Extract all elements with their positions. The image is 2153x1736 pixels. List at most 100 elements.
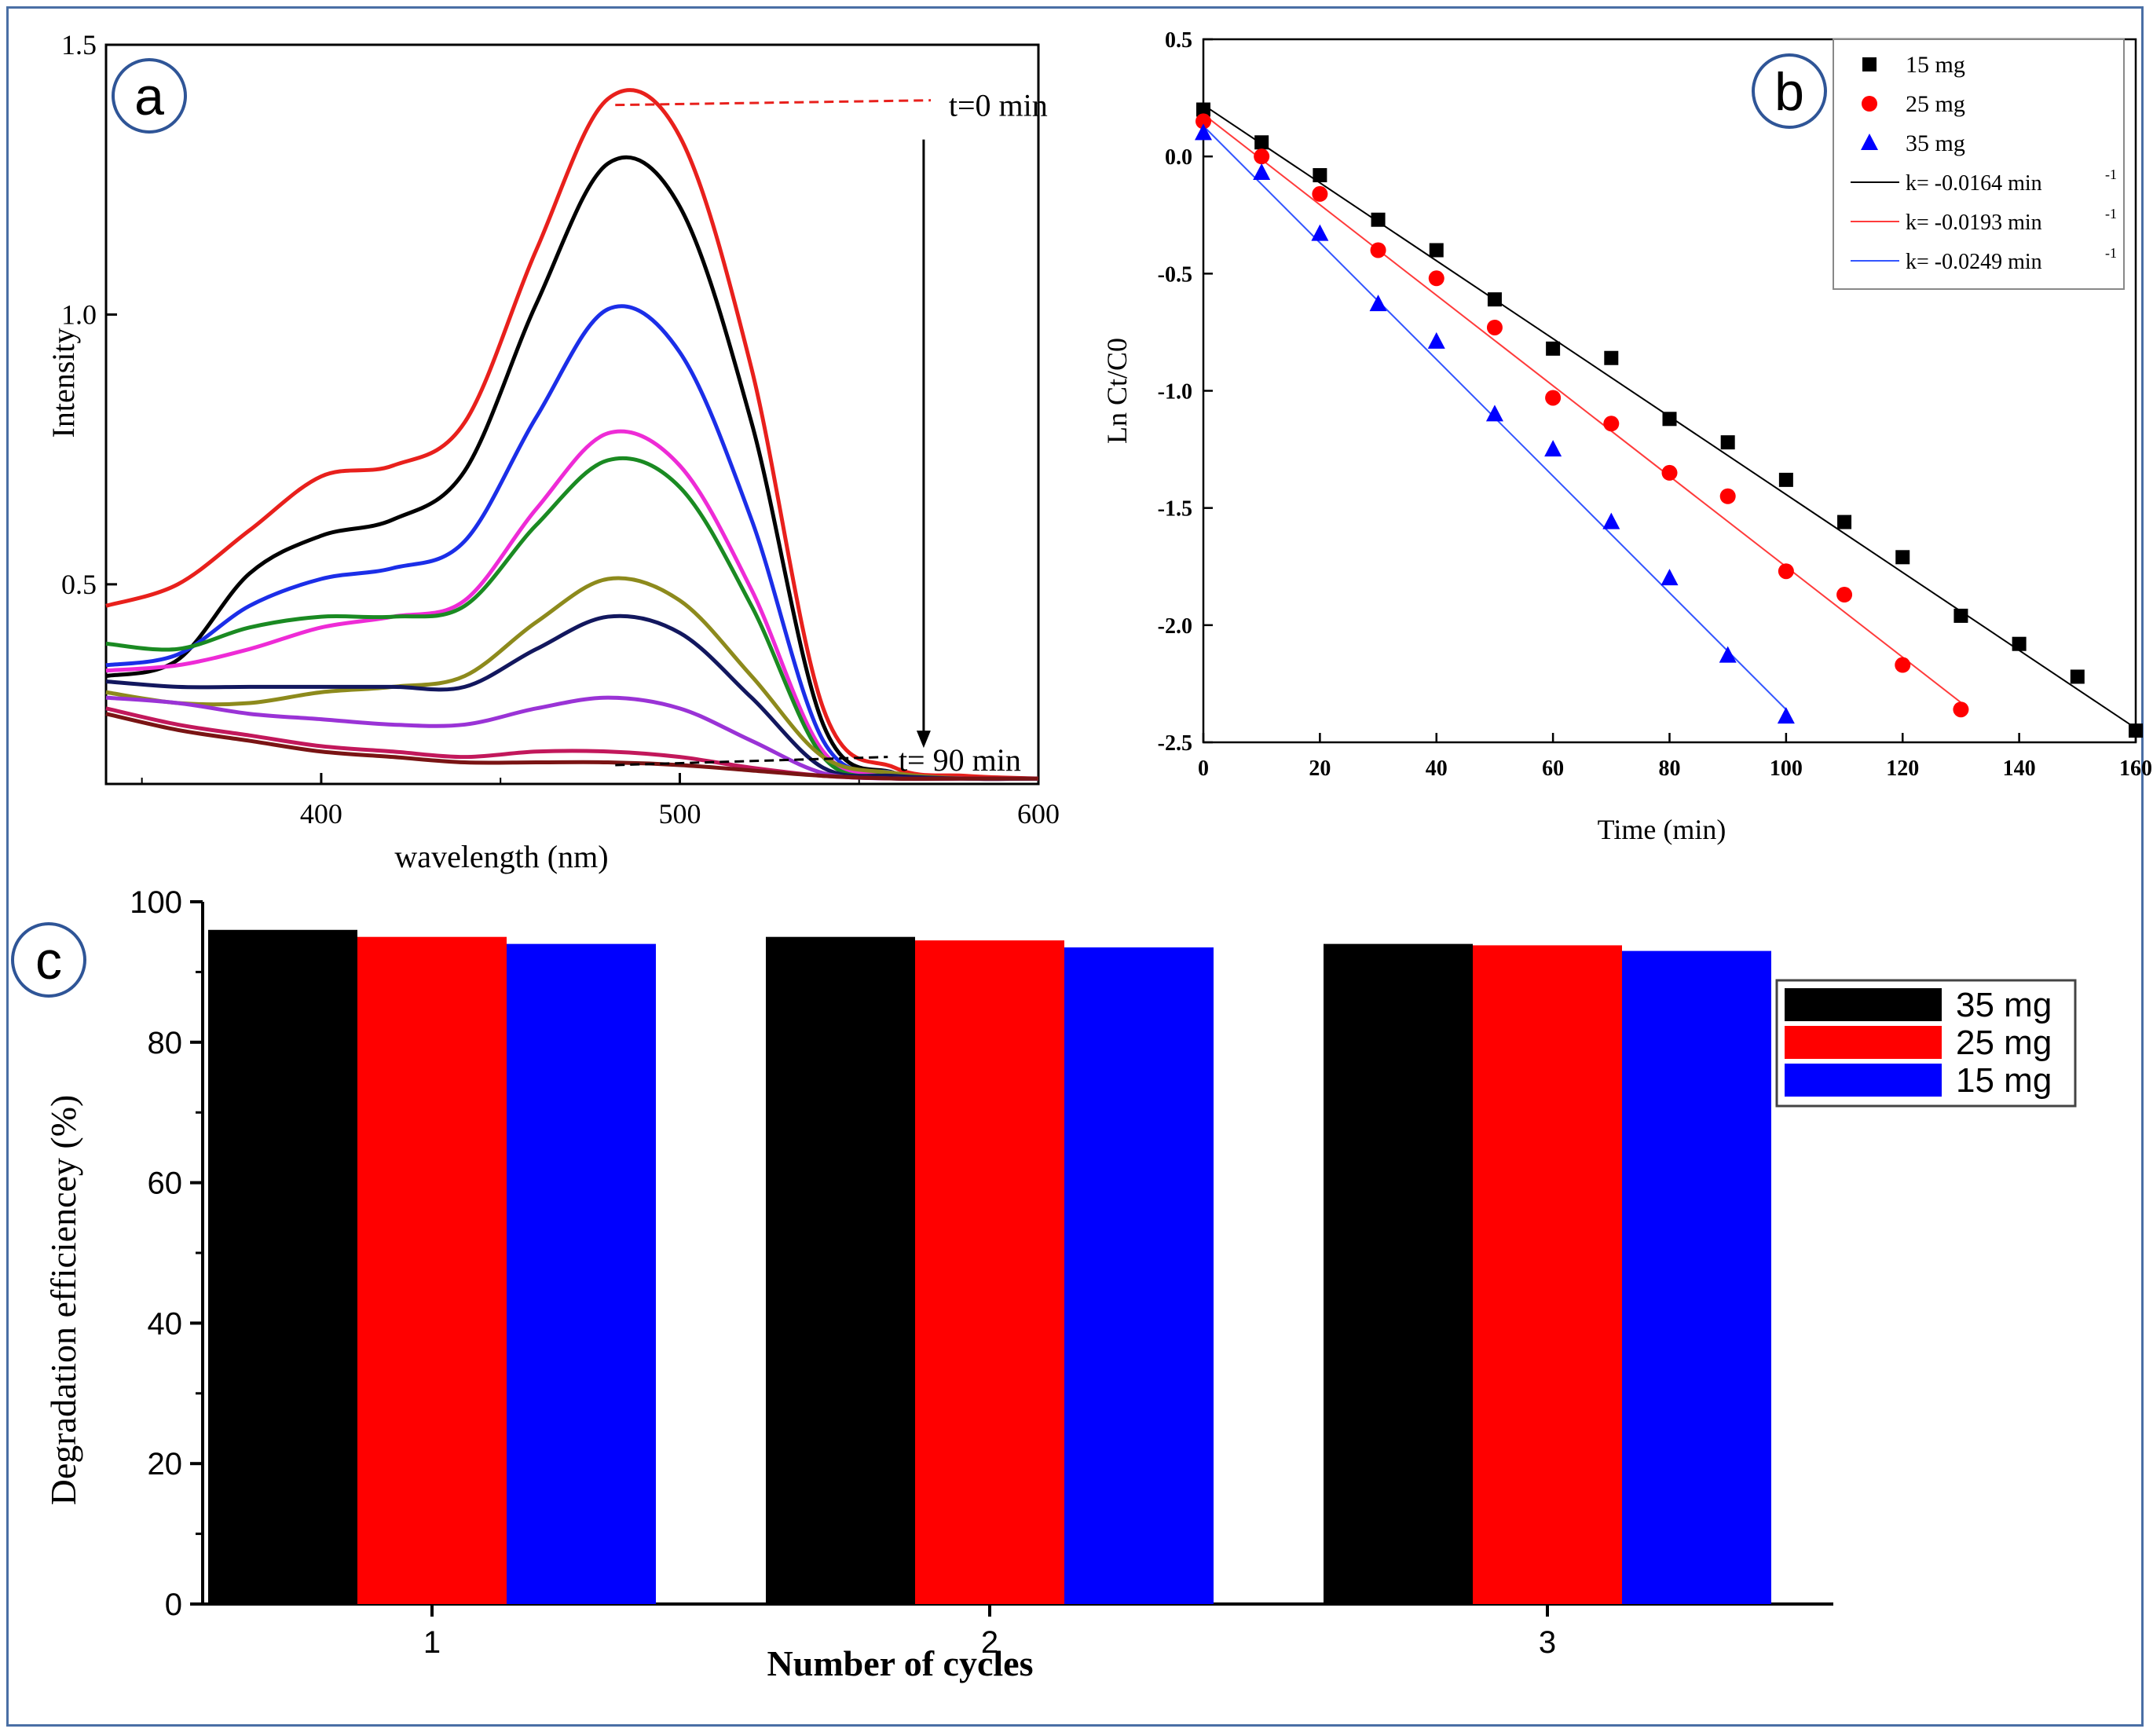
legend-marker-3 bbox=[1861, 134, 1878, 150]
data-point-15mg-16 bbox=[2129, 723, 2143, 738]
annotation-leader-t90 bbox=[615, 756, 888, 767]
time-arrow-head bbox=[916, 731, 931, 749]
data-point-35mg-9 bbox=[1719, 646, 1737, 663]
data-point-15mg-2 bbox=[1313, 168, 1327, 183]
data-point-35mg-4 bbox=[1427, 331, 1445, 349]
y-tick-label-c: 80 bbox=[148, 1026, 183, 1060]
data-point-25mg-11 bbox=[1836, 587, 1853, 603]
y-tick-label-b: -1.5 bbox=[1158, 497, 1192, 522]
data-point-15mg-5 bbox=[1487, 292, 1502, 307]
y-tick-label-b: -1.0 bbox=[1158, 380, 1192, 405]
y-tick-label-c: 20 bbox=[148, 1447, 183, 1481]
y-tick-label-b: -2.5 bbox=[1158, 731, 1192, 756]
y-tick-label-a: 1.5 bbox=[61, 29, 97, 60]
spectrum-line-2 bbox=[105, 155, 1039, 782]
data-point-35mg-10 bbox=[1777, 707, 1795, 724]
spectrum-line-6 bbox=[105, 576, 1039, 782]
x-tick-label-b: 160 bbox=[2119, 756, 2152, 781]
legend-fit-sup-3: -1 bbox=[2105, 245, 2117, 261]
bar-35mg-cycle2 bbox=[766, 936, 915, 1604]
data-point-35mg-3 bbox=[1369, 295, 1387, 312]
legend-label-2: 25 mg bbox=[1906, 91, 1965, 117]
y-axis-label-c: Degradation efficiencey (%) bbox=[43, 1095, 83, 1506]
data-point-15mg-1 bbox=[1254, 135, 1269, 150]
legend-label-c-2: 25 mg bbox=[1956, 1024, 2052, 1062]
x-tick-label-c: 2 bbox=[981, 1625, 998, 1660]
data-point-15mg-6 bbox=[1546, 341, 1561, 356]
bar-25mg-cycle3 bbox=[1473, 945, 1622, 1604]
x-tick-label-a: 600 bbox=[1017, 798, 1060, 830]
legend-swatch-1 bbox=[1785, 988, 1942, 1021]
data-point-35mg-7 bbox=[1602, 512, 1620, 529]
data-point-25mg-12 bbox=[1895, 657, 1911, 673]
bar-15mg-cycle3 bbox=[1622, 950, 1771, 1604]
panel-label-circle bbox=[1752, 53, 1827, 129]
x-tick-label-b: 20 bbox=[1309, 756, 1331, 781]
x-tick-label-c: 1 bbox=[423, 1625, 441, 1660]
x-tick-label-b: 80 bbox=[1659, 756, 1681, 781]
y-tick-label-b: -0.5 bbox=[1158, 262, 1192, 287]
data-point-25mg-13 bbox=[1953, 701, 1969, 718]
data-point-35mg-2 bbox=[1311, 224, 1329, 241]
data-point-15mg-12 bbox=[1895, 550, 1910, 565]
panel-label: c bbox=[35, 931, 62, 991]
y-tick-label-b: 0.0 bbox=[1165, 145, 1192, 170]
data-point-25mg-1 bbox=[1254, 148, 1270, 165]
annotation-leader-t0 bbox=[615, 99, 932, 107]
y-tick-label-c: 60 bbox=[148, 1166, 183, 1201]
legend-label-c-3: 15 mg bbox=[1956, 1061, 2052, 1100]
fit-line-2 bbox=[1203, 113, 1962, 704]
y-axis-label-a: Intensity bbox=[46, 328, 81, 438]
data-point-35mg-1 bbox=[1253, 163, 1271, 181]
panel-a-uv-spectra-chart: 400 500 600 0.5 1.0 1.5 t=0 min t= 90 min wavele… bbox=[46, 29, 1060, 874]
spectrum-line-3 bbox=[105, 304, 1039, 782]
data-point-25mg-9 bbox=[1719, 488, 1736, 504]
bar-35mg-cycle1 bbox=[208, 929, 357, 1604]
y-tick-label-b: 0.5 bbox=[1165, 28, 1192, 53]
data-point-35mg-0 bbox=[1195, 123, 1212, 141]
data-point-25mg-4 bbox=[1428, 270, 1444, 287]
legend-b bbox=[1833, 38, 2125, 290]
x-tick-label-b: 60 bbox=[1542, 756, 1564, 781]
y-tick-label-c: 100 bbox=[130, 885, 182, 920]
panel-label: a bbox=[134, 67, 164, 126]
y-axis-label-b: Ln Ct/C0 bbox=[1101, 338, 1133, 444]
bar-35mg-cycle3 bbox=[1324, 943, 1473, 1604]
data-point-15mg-3 bbox=[1371, 212, 1386, 227]
y-tick-label-c: 40 bbox=[148, 1306, 183, 1341]
y-tick-label-a: 0.5 bbox=[61, 569, 97, 600]
legend-marker-2 bbox=[1862, 96, 1877, 112]
data-point-25mg-10 bbox=[1778, 563, 1794, 580]
panel-b-kinetics-chart: 0 20 40 60 80 100 120 140 160 0.5 0.0 -0.5 -1.0 -1.5 -… bbox=[1101, 28, 2152, 845]
x-tick-label-b: 40 bbox=[1426, 756, 1448, 781]
annotation-t0: t=0 min bbox=[949, 88, 1048, 123]
legend-swatch-3 bbox=[1785, 1064, 1942, 1097]
data-point-15mg-9 bbox=[1720, 435, 1735, 450]
panel-label-circle bbox=[11, 922, 86, 998]
data-point-15mg-7 bbox=[1604, 350, 1619, 365]
bar-25mg-cycle1 bbox=[357, 936, 507, 1604]
data-point-15mg-10 bbox=[1778, 472, 1793, 487]
data-point-25mg-3 bbox=[1370, 242, 1386, 258]
spectrum-line-10 bbox=[105, 712, 1038, 781]
x-tick-label-b: 0 bbox=[1198, 756, 1209, 781]
legend-fit-label-3: k= -0.0249 min bbox=[1906, 250, 2042, 274]
data-point-15mg-0 bbox=[1196, 102, 1210, 117]
x-tick-label-a: 400 bbox=[300, 798, 342, 830]
data-point-15mg-4 bbox=[1429, 243, 1444, 258]
x-axis-label-c: Number of cycles bbox=[767, 1643, 1034, 1683]
data-point-25mg-8 bbox=[1661, 464, 1678, 481]
data-point-25mg-2 bbox=[1312, 185, 1328, 202]
legend-fit-sup-2: -1 bbox=[2105, 206, 2117, 222]
data-point-25mg-0 bbox=[1196, 113, 1211, 130]
data-point-25mg-6 bbox=[1545, 390, 1562, 406]
data-point-25mg-7 bbox=[1603, 416, 1620, 432]
x-tick-label-c: 3 bbox=[1539, 1625, 1556, 1660]
x-tick-label-b: 100 bbox=[1770, 756, 1803, 781]
legend-fit-label-1: k= -0.0164 min bbox=[1906, 171, 2042, 196]
data-point-35mg-5 bbox=[1485, 405, 1503, 422]
y-tick-label-b: -2.0 bbox=[1158, 614, 1192, 639]
legend-swatch-2 bbox=[1785, 1026, 1942, 1059]
bar-15mg-cycle1 bbox=[507, 943, 656, 1604]
